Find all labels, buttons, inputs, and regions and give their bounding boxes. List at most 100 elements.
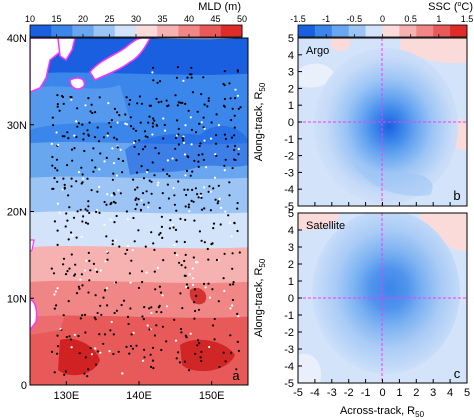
argo-dot-black <box>70 253 73 256</box>
ssc-colorbar: SSC (oC) -1.5 -1 -0.5 0 0.5 1 1.5 <box>290 1 473 38</box>
argo-dot-black <box>88 279 91 282</box>
argo-dot-black <box>115 309 118 312</box>
argo-dot-black <box>65 212 68 215</box>
argo-dot-black <box>223 97 226 101</box>
argo-dot-black <box>163 123 166 127</box>
argo-dot-black <box>129 116 132 119</box>
argo-dot-black <box>87 251 90 254</box>
argo-dot-black <box>202 158 205 161</box>
mld-blob-red-southeast <box>180 339 235 372</box>
argo-dot-black <box>53 307 56 310</box>
colorbar-swatch <box>399 25 417 37</box>
argo-dot-black <box>135 171 139 174</box>
argo-dot-black <box>96 190 99 193</box>
argo-dot-black <box>141 148 145 151</box>
argo-dot-black <box>81 220 84 223</box>
argo-dot-black <box>112 172 115 175</box>
argo-dot-black <box>103 333 107 336</box>
argo-dot-black <box>118 245 121 248</box>
argo-dot-white <box>184 174 187 177</box>
argo-dot-black <box>81 314 84 317</box>
argo-dot-black <box>87 291 90 294</box>
argo-dot-white <box>114 239 117 242</box>
argo-dot-black <box>128 103 131 106</box>
ssc-colorbar-title: SSC (oC) <box>428 1 473 13</box>
argo-dot-black <box>89 269 92 272</box>
argo-dot-black <box>200 350 203 353</box>
argo-dot-black <box>184 266 187 269</box>
argo-dot-white <box>188 210 191 213</box>
argo-dot-black <box>222 82 225 85</box>
x-tick-label: 2 <box>413 387 419 399</box>
argo-dot-black <box>162 137 165 140</box>
argo-dot-black <box>64 225 67 228</box>
colorbar-swatch <box>199 25 222 37</box>
argo-dot-black <box>197 160 200 163</box>
y-tick-label: -1 <box>284 310 294 322</box>
argo-dot-black <box>115 138 118 141</box>
argo-dot-black <box>238 251 241 254</box>
argo-dot-black <box>235 368 238 371</box>
panel-b-label: b <box>453 188 460 203</box>
argo-dot-black <box>236 207 239 210</box>
argo-dot-black <box>106 132 109 135</box>
argo-dot-black <box>213 338 216 341</box>
argo-dot-black <box>55 304 58 307</box>
argo-dot-black <box>81 181 84 184</box>
argo-dot-black <box>180 264 183 267</box>
argo-dot-black <box>148 307 151 310</box>
argo-dot-black <box>148 179 151 182</box>
argo-dot-black <box>110 119 113 122</box>
mld-map-panel: 130E 140E 150E 0 10N 20N 30N 40N a <box>7 33 249 402</box>
argo-dot-black <box>194 187 197 190</box>
argo-dot-white <box>163 129 167 132</box>
argo-dot-black <box>56 352 59 355</box>
argo-dot-black <box>190 128 193 131</box>
x-tick-label: 140E <box>126 390 152 402</box>
argo-dot-black <box>66 219 69 222</box>
argo-dot-white <box>99 269 102 272</box>
argo-dot-black <box>191 170 194 173</box>
argo-dot-white <box>131 249 134 252</box>
argo-dot-black <box>77 285 80 288</box>
argo-dot-black <box>135 344 138 347</box>
argo-dot-black <box>157 101 160 104</box>
argo-dot-white <box>220 206 223 209</box>
argo-dot-black <box>160 225 163 228</box>
argo-dot-black <box>62 102 65 105</box>
colorbar-swatch <box>30 25 52 37</box>
argo-dot-black <box>191 91 194 94</box>
mld-band <box>30 38 248 75</box>
argo-dot-black <box>199 356 202 359</box>
argo-dot-white <box>121 372 124 375</box>
argo-dot-black <box>99 304 102 307</box>
argo-dot-black <box>212 227 215 230</box>
argo-dot-black <box>237 107 240 110</box>
argo-dot-black <box>58 109 61 112</box>
argo-dot-white <box>94 268 97 271</box>
argo-dot-black <box>152 367 155 370</box>
argo-dot-black <box>200 359 203 363</box>
argo-dot-black <box>236 69 239 72</box>
argo-dot-black <box>52 272 56 275</box>
argo-dot-black <box>56 229 59 232</box>
argo-dot-black <box>173 318 176 321</box>
argo-dot-black <box>64 273 68 276</box>
argo-dot-white <box>70 346 73 349</box>
argo-dot-white <box>95 209 98 212</box>
argo-dot-black <box>137 198 140 201</box>
argo-dot-black <box>102 136 105 139</box>
argo-dot-black <box>151 122 154 125</box>
argo-dot-black <box>228 181 231 184</box>
argo-dot-black <box>224 158 227 161</box>
x-tick-label: 4 <box>447 387 453 399</box>
argo-dot-white <box>203 186 206 189</box>
argo-dot-black <box>111 239 114 242</box>
argo-dot-black <box>65 335 68 339</box>
argo-dot-white <box>84 104 87 107</box>
y-tick-label: -1 <box>284 134 294 146</box>
y-tick-label: 3 <box>288 242 294 254</box>
argo-dot-black <box>179 101 182 104</box>
argo-dot-black <box>63 135 66 138</box>
x-tick-label: 1 <box>396 387 402 399</box>
